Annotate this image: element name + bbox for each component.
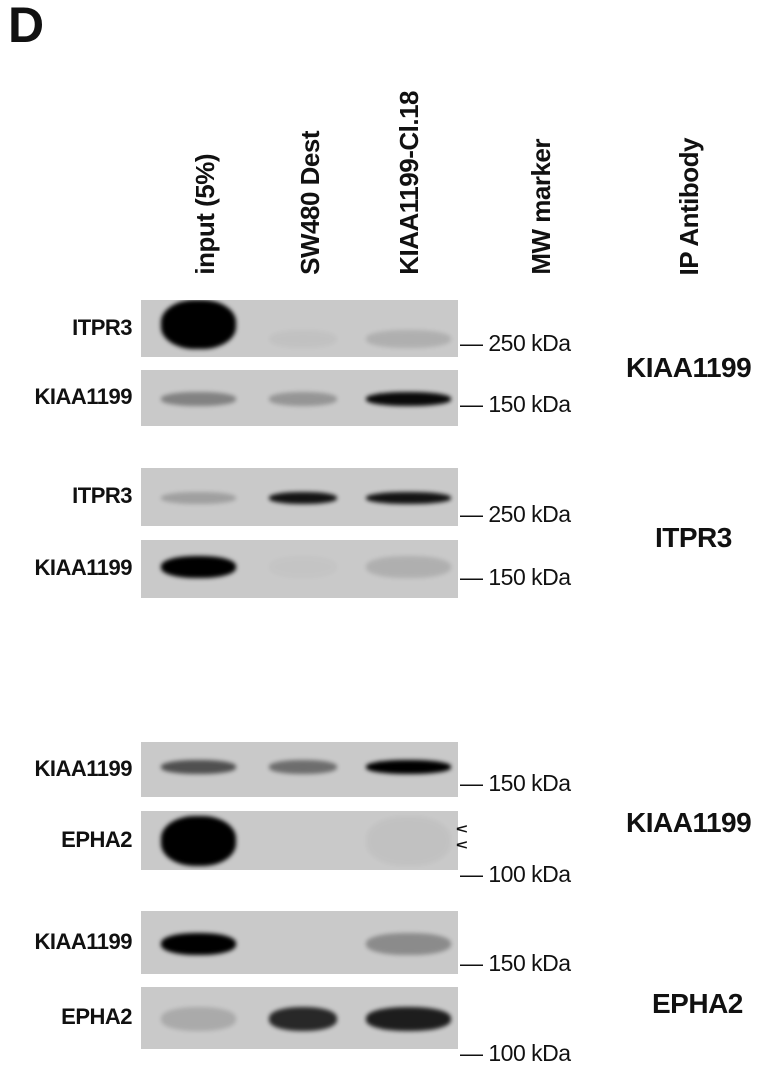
protein-band bbox=[161, 760, 236, 774]
western-blot-panel bbox=[141, 468, 458, 526]
protein-band bbox=[269, 556, 337, 578]
mw-marker-label: — 150 kDa bbox=[460, 950, 571, 976]
header-mw-marker: MW marker bbox=[526, 139, 556, 275]
mw-marker-label: — 150 kDa bbox=[460, 391, 571, 417]
western-blot-panel bbox=[141, 987, 458, 1049]
mw-marker-label: — 150 kDa bbox=[460, 564, 571, 590]
blot-protein-label: EPHA2 bbox=[61, 1004, 132, 1029]
protein-band bbox=[161, 933, 236, 955]
ip-label-kiaa1199: KIAA1199 bbox=[626, 352, 752, 383]
panel-letter: D bbox=[8, 0, 45, 53]
protein-band bbox=[366, 760, 451, 774]
protein-band bbox=[366, 330, 451, 348]
mw-marker-label: — 100 kDa bbox=[460, 1040, 571, 1066]
protein-band bbox=[366, 556, 451, 578]
protein-band bbox=[161, 492, 236, 504]
mw-marker-label: — 250 kDa bbox=[460, 501, 571, 527]
mw-marker-label: — 150 kDa bbox=[460, 770, 571, 796]
protein-band bbox=[161, 556, 236, 578]
ip-label-itpr3: ITPR3 bbox=[655, 522, 732, 553]
western-blot-panel bbox=[141, 911, 458, 974]
protein-band bbox=[269, 330, 337, 348]
protein-band bbox=[366, 392, 451, 406]
protein-band bbox=[269, 760, 337, 774]
header-kiaa1199-clone: KIAA1199-Cl.18 bbox=[394, 91, 424, 275]
protein-band bbox=[161, 392, 236, 406]
protein-band bbox=[366, 933, 451, 955]
protein-band bbox=[366, 492, 451, 504]
western-blot-panel bbox=[141, 811, 458, 870]
protein-band bbox=[366, 1007, 451, 1031]
header-input: input (5%) bbox=[190, 154, 220, 275]
western-blot-panel bbox=[141, 300, 458, 357]
protein-band bbox=[161, 300, 236, 349]
blot-protein-label: KIAA1199 bbox=[34, 928, 132, 954]
arrowhead-marker: < bbox=[456, 837, 468, 853]
header-sw480-dest: SW480 Dest bbox=[295, 131, 325, 275]
mw-marker-label: — 250 kDa bbox=[460, 330, 571, 356]
mw-marker-label: — 100 kDa bbox=[460, 861, 571, 887]
protein-band bbox=[269, 492, 337, 504]
protein-band bbox=[366, 816, 451, 866]
protein-band bbox=[269, 1007, 337, 1031]
western-blot-panel bbox=[141, 540, 458, 598]
blot-protein-label: EPHA2 bbox=[61, 826, 132, 852]
western-blot-panel bbox=[141, 370, 458, 426]
blot-protein-label: KIAA1199 bbox=[34, 384, 132, 409]
blot-protein-label: KIAA1199 bbox=[34, 755, 132, 781]
protein-band bbox=[161, 1007, 236, 1031]
blot-protein-label: KIAA1199 bbox=[34, 555, 132, 580]
blot-protein-label: ITPR3 bbox=[72, 314, 132, 340]
protein-band bbox=[269, 392, 337, 406]
western-blot-panel bbox=[141, 742, 458, 797]
header-ip-antibody: IP Antibody bbox=[674, 137, 704, 276]
arrowhead-marker: < bbox=[456, 821, 468, 837]
blot-protein-label: ITPR3 bbox=[72, 483, 132, 508]
protein-band bbox=[161, 816, 236, 866]
ip-label-kiaa1199-2: KIAA1199 bbox=[626, 807, 752, 838]
ip-label-epha2: EPHA2 bbox=[652, 988, 743, 1019]
